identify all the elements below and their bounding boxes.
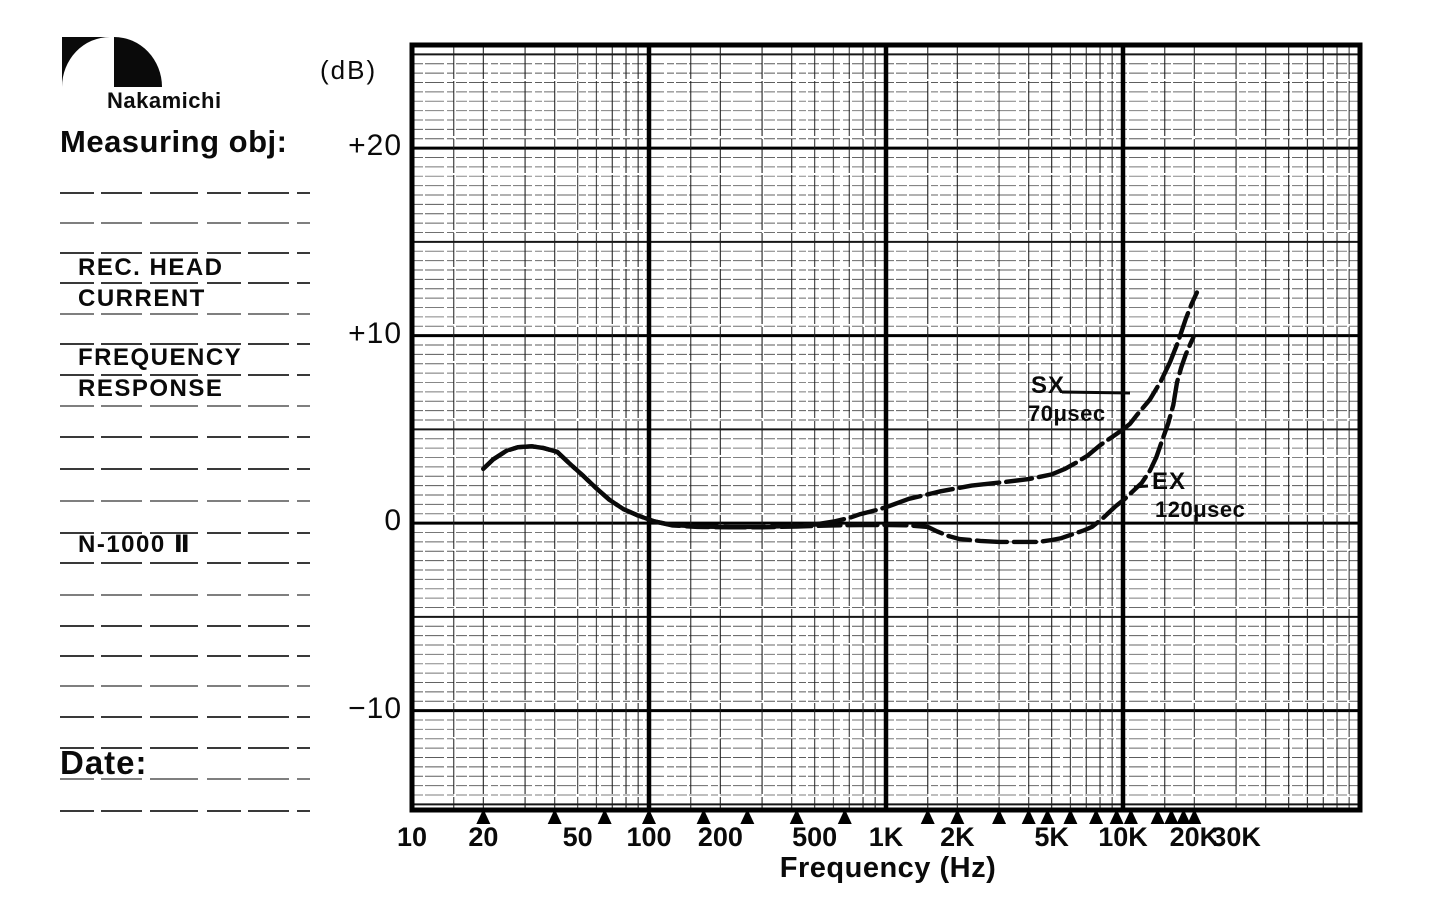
form-rule-line — [60, 222, 310, 224]
x-tick-label: 30K — [1211, 822, 1261, 852]
form-rule-line — [60, 716, 310, 718]
form-rule-line — [60, 436, 310, 438]
sx-series-sublabel: 70μsec — [1028, 401, 1106, 426]
form-rule-line — [60, 532, 310, 534]
x-tick-label: 20K — [1169, 822, 1220, 852]
form-rule-line — [60, 313, 310, 315]
form-rule-line — [60, 562, 310, 564]
freq-marker-triangle — [696, 809, 711, 824]
ex-series-sublabel: 120μsec — [1155, 497, 1246, 522]
form-entry: N-1000 Ⅱ — [78, 531, 192, 558]
y-tick-label: −10 — [348, 691, 402, 725]
freq-marker-triangle — [920, 809, 935, 824]
x-tick-label: 10K — [1098, 822, 1148, 852]
y-axis-unit-label: (dB) — [320, 55, 378, 85]
form-entry: FREQUENCY — [78, 344, 243, 371]
freq-marker-triangle — [1123, 809, 1138, 824]
freq-marker-triangle — [642, 809, 656, 824]
x-tick-label: 100 — [626, 822, 672, 852]
brand-name: Nakamichi — [107, 88, 222, 113]
y-tick-label: +20 — [348, 129, 402, 163]
form-rule-line — [60, 655, 310, 657]
plot-border — [409, 42, 1363, 813]
form-rule-line — [60, 405, 310, 407]
form-rule-line — [60, 625, 310, 627]
form-rule-line — [60, 374, 310, 376]
freq-marker-triangle — [740, 809, 755, 824]
nakamichi-logo — [62, 37, 162, 87]
freq-marker-triangle — [1021, 809, 1036, 824]
x-tick-label: 5K — [1034, 822, 1069, 852]
freq-marker-triangle — [1164, 809, 1179, 824]
sx-label-pointer — [1061, 390, 1131, 395]
form-rule-line — [60, 685, 310, 687]
freq-marker-triangle — [789, 809, 804, 824]
ex-series-label: EX — [1152, 468, 1187, 495]
form-rule-line — [60, 192, 310, 194]
measuring-obj-label: Measuring obj: — [60, 124, 288, 159]
x-tick-label: 200 — [697, 822, 743, 852]
freq-marker-triangle — [1040, 809, 1055, 824]
freq-marker-triangle — [992, 809, 1007, 824]
form-rule-line — [60, 500, 310, 502]
x-axis-title: Frequency (Hz) — [779, 852, 997, 884]
sx-series-label: SX — [1031, 372, 1066, 399]
x-tick-label: 50 — [562, 822, 593, 852]
freq-marker-triangle — [1063, 809, 1078, 824]
date-label: Date: — [60, 744, 148, 781]
y-tick-label: +10 — [348, 316, 402, 350]
curve-ex — [481, 335, 1196, 545]
x-tick-label: 500 — [792, 822, 838, 852]
freq-marker-triangle — [1150, 809, 1165, 824]
logo-left-wedge — [62, 37, 110, 87]
form-rule-line — [60, 810, 310, 812]
freq-marker-triangle — [837, 809, 852, 824]
freq-marker-triangle — [476, 809, 491, 824]
form-rule-line — [60, 343, 310, 345]
form-entry: CURRENT — [78, 285, 206, 312]
form-rule-line — [60, 252, 310, 254]
freq-marker-triangle — [547, 809, 562, 824]
form-rule-line — [60, 594, 310, 596]
x-tick-label: 10 — [396, 822, 428, 852]
form-rule-line — [60, 282, 310, 284]
x-tick-label: 1K — [868, 822, 904, 852]
freq-marker-triangle — [1176, 809, 1191, 824]
logo-right-quarter-disk — [114, 37, 162, 87]
freq-marker-triangle — [950, 809, 965, 824]
form-entry: REC. HEAD — [78, 254, 224, 281]
ex-label-pointer — [1133, 484, 1149, 489]
form-rule-line — [60, 747, 310, 749]
x-tick-label: 2K — [940, 822, 975, 852]
form-rule-line — [60, 778, 310, 780]
freq-marker-triangle — [1187, 809, 1202, 824]
form-rule-line — [60, 468, 310, 470]
x-tick-label: 20 — [468, 822, 499, 852]
freq-marker-triangle — [1089, 809, 1104, 824]
freq-marker-triangle — [1109, 809, 1124, 824]
freq-marker-triangle — [597, 809, 612, 824]
y-tick-label: 0 — [384, 504, 402, 538]
form-entry: RESPONSE — [78, 375, 224, 402]
